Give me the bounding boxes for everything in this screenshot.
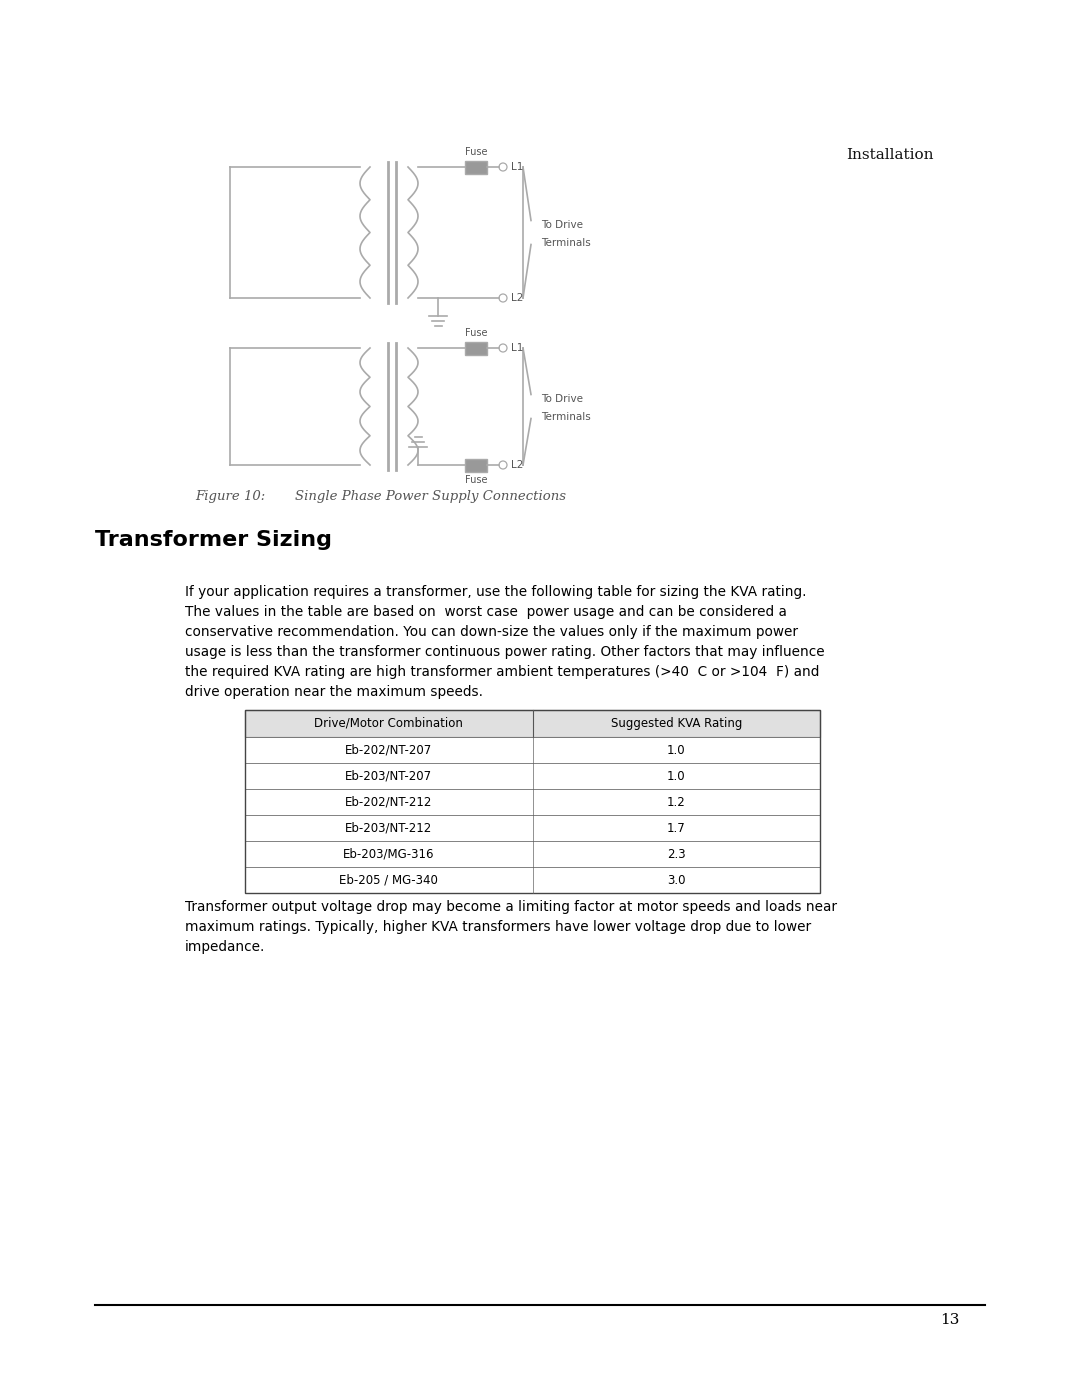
Text: Eb-203/NT-212: Eb-203/NT-212 [346,821,432,834]
Text: maximum ratings. Typically, higher KVA transformers have lower voltage drop due : maximum ratings. Typically, higher KVA t… [185,921,811,935]
Text: drive operation near the maximum speeds.: drive operation near the maximum speeds. [185,685,483,698]
FancyBboxPatch shape [245,789,820,814]
Text: Drive/Motor Combination: Drive/Motor Combination [314,717,463,731]
Text: 1.0: 1.0 [667,743,686,757]
Text: 2.3: 2.3 [667,848,686,861]
Text: L2: L2 [511,460,524,469]
Text: Fuse: Fuse [464,475,487,485]
Text: Eb-205 / MG-340: Eb-205 / MG-340 [339,873,438,887]
Text: To Drive: To Drive [541,219,583,229]
Text: The values in the table are based on  worst case  power usage and can be conside: The values in the table are based on wor… [185,605,787,619]
Text: 1.0: 1.0 [667,770,686,782]
Text: Eb-203/NT-207: Eb-203/NT-207 [346,770,432,782]
Text: Eb-202/NT-212: Eb-202/NT-212 [346,795,432,809]
Text: the required KVA rating are high transformer ambient temperatures (>40  C or >10: the required KVA rating are high transfo… [185,665,820,679]
Text: Eb-203/MG-316: Eb-203/MG-316 [343,848,434,861]
Text: If your application requires a transformer, use the following table for sizing t: If your application requires a transform… [185,585,807,599]
Text: Transformer Sizing: Transformer Sizing [95,529,332,550]
FancyBboxPatch shape [245,738,820,763]
Text: usage is less than the transformer continuous power rating. Other factors that m: usage is less than the transformer conti… [185,645,825,659]
Text: Terminals: Terminals [541,237,591,247]
Text: Eb-202/NT-207: Eb-202/NT-207 [346,743,432,757]
FancyBboxPatch shape [465,458,487,472]
Text: Figure 10:       Single Phase Power Supply Connections: Figure 10: Single Phase Power Supply Con… [195,490,566,503]
Text: L1: L1 [511,162,524,172]
Text: To Drive: To Drive [541,394,583,404]
Text: Fuse: Fuse [464,328,487,338]
Text: 1.7: 1.7 [666,821,686,834]
FancyBboxPatch shape [245,763,820,789]
Text: L2: L2 [511,293,524,303]
Text: Suggested KVA Rating: Suggested KVA Rating [610,717,742,731]
FancyBboxPatch shape [465,161,487,173]
FancyBboxPatch shape [465,341,487,355]
Text: 13: 13 [941,1313,960,1327]
Text: impedance.: impedance. [185,940,266,954]
Text: 3.0: 3.0 [667,873,686,887]
FancyBboxPatch shape [245,841,820,868]
Text: 1.2: 1.2 [666,795,686,809]
Text: Fuse: Fuse [464,147,487,156]
Text: L1: L1 [511,344,524,353]
Text: Installation: Installation [847,148,934,162]
Text: Terminals: Terminals [541,412,591,422]
Text: conservative recommendation. You can down-size the values only if the maximum po: conservative recommendation. You can dow… [185,624,798,638]
FancyBboxPatch shape [245,868,820,893]
Text: Transformer output voltage drop may become a limiting factor at motor speeds and: Transformer output voltage drop may beco… [185,900,837,914]
FancyBboxPatch shape [245,710,820,738]
FancyBboxPatch shape [245,814,820,841]
